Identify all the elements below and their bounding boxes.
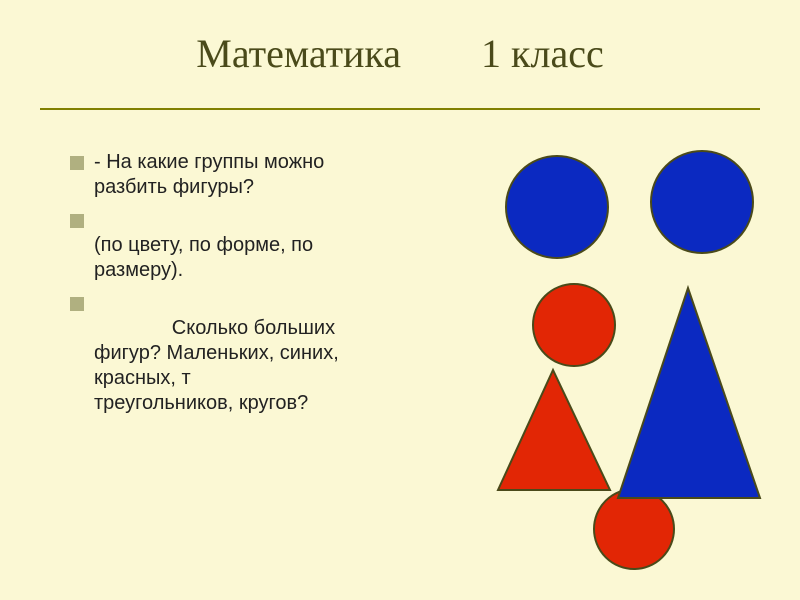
circle-shape (505, 155, 609, 259)
bullet-item: (по цвету, по форме, по размеру). (70, 208, 430, 283)
title-rule (40, 108, 760, 110)
slide-title: Математика 1 класс (0, 30, 800, 77)
bullet-marker-icon (70, 156, 84, 170)
triangle-shape (618, 288, 760, 498)
bullet-text: Сколько больших фигур? Маленьких, синих,… (94, 291, 430, 416)
circle-shape (650, 150, 754, 254)
bullet-text: - На какие группы можно разбить фигуры? (94, 150, 430, 200)
bullet-item: Сколько больших фигур? Маленьких, синих,… (70, 291, 430, 416)
bullet-list: - На какие группы можно разбить фигуры? … (70, 150, 430, 424)
circle-shape (532, 283, 616, 367)
bullet-marker-icon (70, 297, 84, 311)
bullet-text: (по цвету, по форме, по размеру). (94, 208, 430, 283)
slide: Математика 1 класс - На какие группы мож… (0, 0, 800, 600)
circle-shape (593, 488, 675, 570)
bullet-item: - На какие группы можно разбить фигуры? (70, 150, 430, 200)
triangle-shape (498, 370, 610, 490)
bullet-marker-icon (70, 214, 84, 228)
